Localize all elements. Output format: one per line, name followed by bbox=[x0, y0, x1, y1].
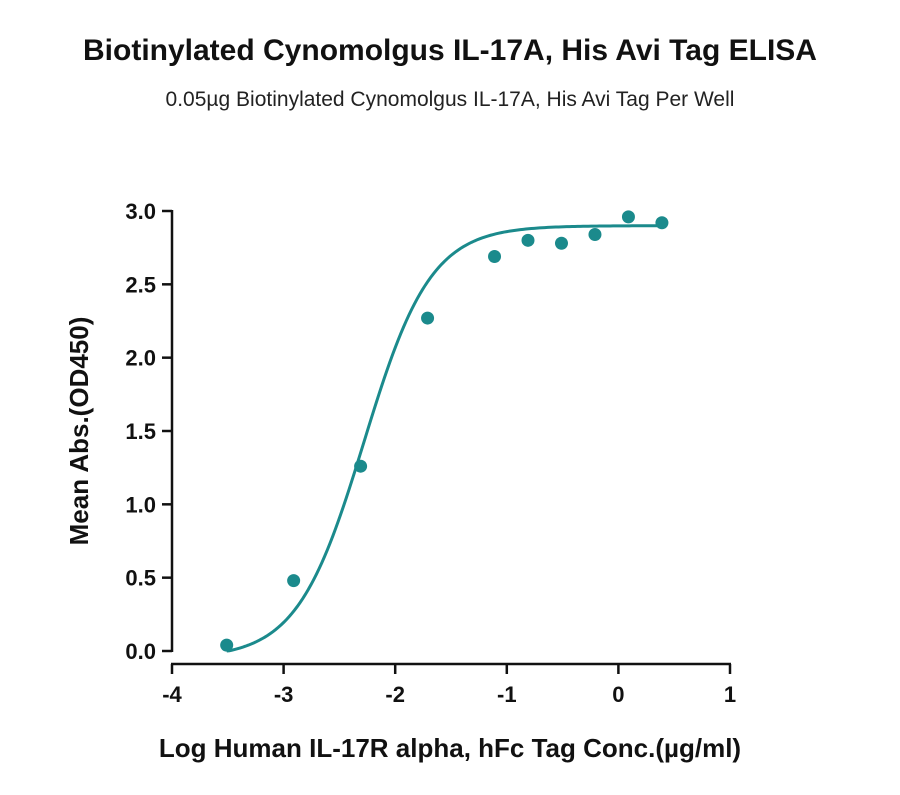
data-point bbox=[521, 233, 535, 247]
y-tick-label: 0.5 bbox=[125, 566, 156, 591]
y-tick-label: 1.5 bbox=[125, 419, 156, 444]
x-tick-label: 0 bbox=[612, 682, 624, 707]
y-ticks: 0.0 0.5 1.0 1.5 2.0 2.5 3.0 bbox=[125, 199, 172, 664]
x-tick-label: -4 bbox=[162, 682, 182, 707]
y-tick-label: 1.0 bbox=[125, 492, 156, 517]
x-axis-title: Log Human IL-17R alpha, hFc Tag Conc.(µg… bbox=[159, 733, 741, 763]
x-tick-label: 1 bbox=[724, 682, 736, 707]
data-point bbox=[421, 311, 435, 325]
data-point bbox=[554, 236, 568, 250]
y-tick-label: 3.0 bbox=[125, 199, 156, 224]
data-point bbox=[287, 574, 301, 588]
data-point bbox=[655, 216, 669, 230]
y-tick-label: 2.5 bbox=[125, 272, 156, 297]
data-point bbox=[220, 638, 234, 652]
chart-subtitle: 0.05µg Biotinylated Cynomolgus IL-17A, H… bbox=[165, 88, 735, 111]
y-tick-label: 2.0 bbox=[125, 346, 156, 371]
chart-title: Biotinylated Cynomolgus IL-17A, His Avi … bbox=[83, 34, 817, 67]
data-point bbox=[488, 249, 502, 263]
x-ticks: -4 -3 -2 -1 0 1 bbox=[162, 664, 736, 707]
data-point bbox=[588, 227, 602, 241]
x-tick-label: -2 bbox=[385, 682, 405, 707]
x-tick-label: -1 bbox=[497, 682, 517, 707]
x-tick-label: -3 bbox=[274, 682, 294, 707]
y-tick-label: 0.0 bbox=[125, 639, 156, 664]
data-point bbox=[621, 210, 635, 224]
data-point bbox=[354, 459, 368, 473]
data-points bbox=[220, 210, 669, 652]
axes bbox=[170, 210, 731, 666]
fit-curve bbox=[226, 224, 662, 653]
y-axis-title: Mean Abs.(OD450) bbox=[64, 317, 94, 546]
